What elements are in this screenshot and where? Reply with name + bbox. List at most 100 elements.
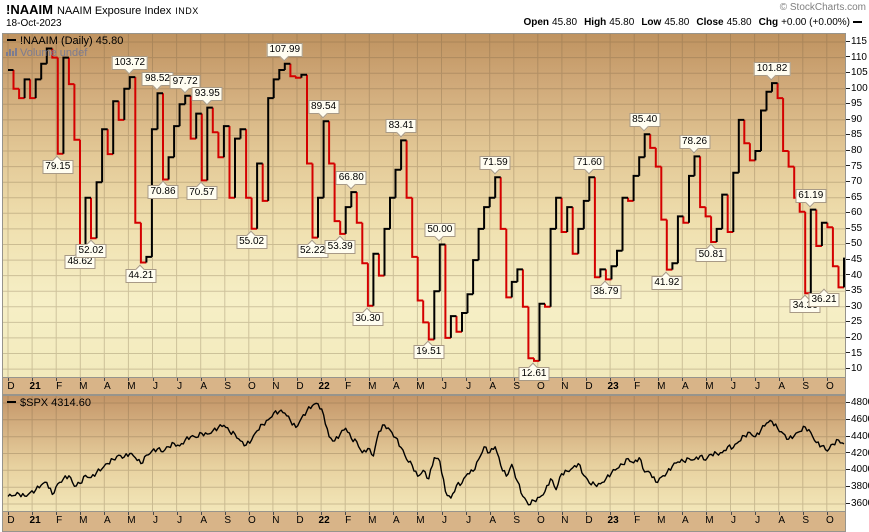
y-axis-tick-label: 3800 [846, 481, 869, 492]
month-tick [586, 378, 587, 381]
month-tick [465, 378, 467, 381]
month-tick [802, 512, 804, 515]
month-label: O [247, 515, 256, 526]
month-label: M [657, 381, 666, 392]
month-tick [706, 512, 708, 515]
month-tick [778, 512, 780, 515]
month-tick [152, 512, 154, 515]
year-label: 22 [318, 381, 330, 392]
y-axis-tick-label: 80 [846, 145, 862, 156]
month-tick [706, 378, 708, 381]
y-axis-tick-label: 40 [846, 270, 862, 281]
month-label: J [442, 515, 447, 526]
month-label: D [296, 381, 304, 392]
month-label: A [103, 515, 111, 526]
year-label: 23 [607, 381, 619, 392]
month-label: D [296, 515, 304, 526]
month-tick [417, 512, 419, 515]
month-tick [561, 512, 563, 515]
y-axis-tick-label: 50 [846, 238, 862, 249]
y-axis-tick-label: 4400 [846, 431, 869, 442]
volume-legend: Volume undef [6, 47, 87, 59]
month-tick [561, 378, 563, 381]
chart-date: 18-Oct-2023 [6, 18, 62, 29]
value-callout: 93.95 [191, 86, 223, 106]
value-callout: 52.02 [75, 239, 107, 259]
value-callout: 89.54 [308, 100, 340, 119]
high-label: High [584, 17, 607, 28]
value-callout: 53.39 [324, 235, 356, 254]
month-tick [417, 378, 419, 381]
month-tick [104, 378, 106, 381]
month-tick [634, 378, 636, 381]
naaim-legend: !NAAIM (Daily) 45.80 [7, 35, 123, 47]
month-tick [634, 512, 636, 515]
month-tick [441, 378, 443, 381]
index-name: NAAIM Exposure Index [56, 5, 172, 17]
month-tick [272, 512, 274, 515]
value-callout: 66.80 [335, 171, 367, 190]
month-label: N [561, 515, 569, 526]
low-value: 45.80 [664, 17, 690, 28]
month-label: M [79, 381, 88, 392]
naaim-chart-svg [3, 34, 845, 377]
month-tick [513, 512, 515, 515]
month-tick [345, 512, 347, 515]
month-label: M [79, 515, 88, 526]
month-tick [369, 512, 371, 515]
y-axis-tick-label: 3600 [846, 498, 869, 509]
naaim-y-axis: 115 110 105 100 95 90 85 80 75 70 65 60 55 50 45 40 35 30… [846, 33, 869, 378]
value-callout: 30.30 [352, 307, 384, 326]
year-label: 21 [29, 381, 41, 392]
month-label: J [731, 381, 736, 392]
month-tick [345, 378, 347, 381]
volume-legend-text: Volume undef [20, 47, 88, 59]
ohlc-quote-row: Open 45.80 High 45.80 Low 45.80 Close 45.80 Chg +… [516, 17, 862, 28]
month-tick [8, 378, 9, 381]
month-tick [369, 378, 371, 381]
year-label: 21 [29, 515, 41, 526]
month-tick [321, 512, 323, 515]
value-callout: 36.21 [808, 288, 840, 308]
value-callout: 71.60 [573, 156, 605, 175]
value-callout: 50.00 [424, 223, 456, 242]
month-label: J [466, 381, 472, 392]
month-label: J [153, 381, 158, 392]
value-callout: 85.40 [629, 113, 661, 132]
month-tick [80, 512, 82, 515]
month-label: S [224, 381, 232, 392]
month-axis-bottom: D 21 F M A M J J A S O N D 22 F M A M J J A S O N D 23 F M A M J J A S O [2, 512, 846, 532]
month-label: A [489, 381, 496, 392]
month-tick [272, 378, 274, 381]
month-label: S [224, 515, 232, 526]
month-label: A [392, 515, 400, 526]
month-label: O [536, 515, 545, 526]
month-tick [489, 378, 491, 381]
month-label: A [681, 515, 689, 526]
month-label: O [825, 381, 834, 392]
naaim-chart-plot[interactable]: !NAAIM (Daily) 45.80 Volume undef 79.15 4… [2, 33, 846, 381]
month-label: F [634, 515, 641, 526]
value-callout: 70.86 [147, 181, 179, 200]
month-label: O [825, 515, 834, 526]
month-tick [200, 512, 202, 515]
month-tick [393, 512, 395, 515]
y-axis-tick-label: 55 [846, 223, 862, 234]
chg-value: +0.00 (+0.00%) [781, 17, 850, 28]
spx-chart-plot[interactable]: $SPX 4314.60 [2, 395, 846, 512]
value-callout: 55.02 [236, 230, 268, 249]
y-axis-tick-label: 15 [846, 348, 862, 359]
month-label: A [103, 381, 111, 392]
y-axis-tick-label: 4000 [846, 464, 869, 475]
value-callout: 12.61 [518, 362, 550, 381]
month-label: S [513, 515, 521, 526]
month-label: D [585, 381, 593, 392]
y-axis-tick-label: 25 [846, 316, 862, 327]
month-tick [658, 378, 660, 381]
y-axis-tick-label: 35 [846, 285, 862, 296]
y-axis-tick-label: 70 [846, 176, 862, 187]
month-label: O [247, 381, 256, 392]
month-tick [682, 378, 684, 381]
value-callout: 97.72 [169, 74, 201, 94]
spx-y-axis: 4800 4600 4400 4200 4000 3800 3600 [846, 395, 869, 512]
